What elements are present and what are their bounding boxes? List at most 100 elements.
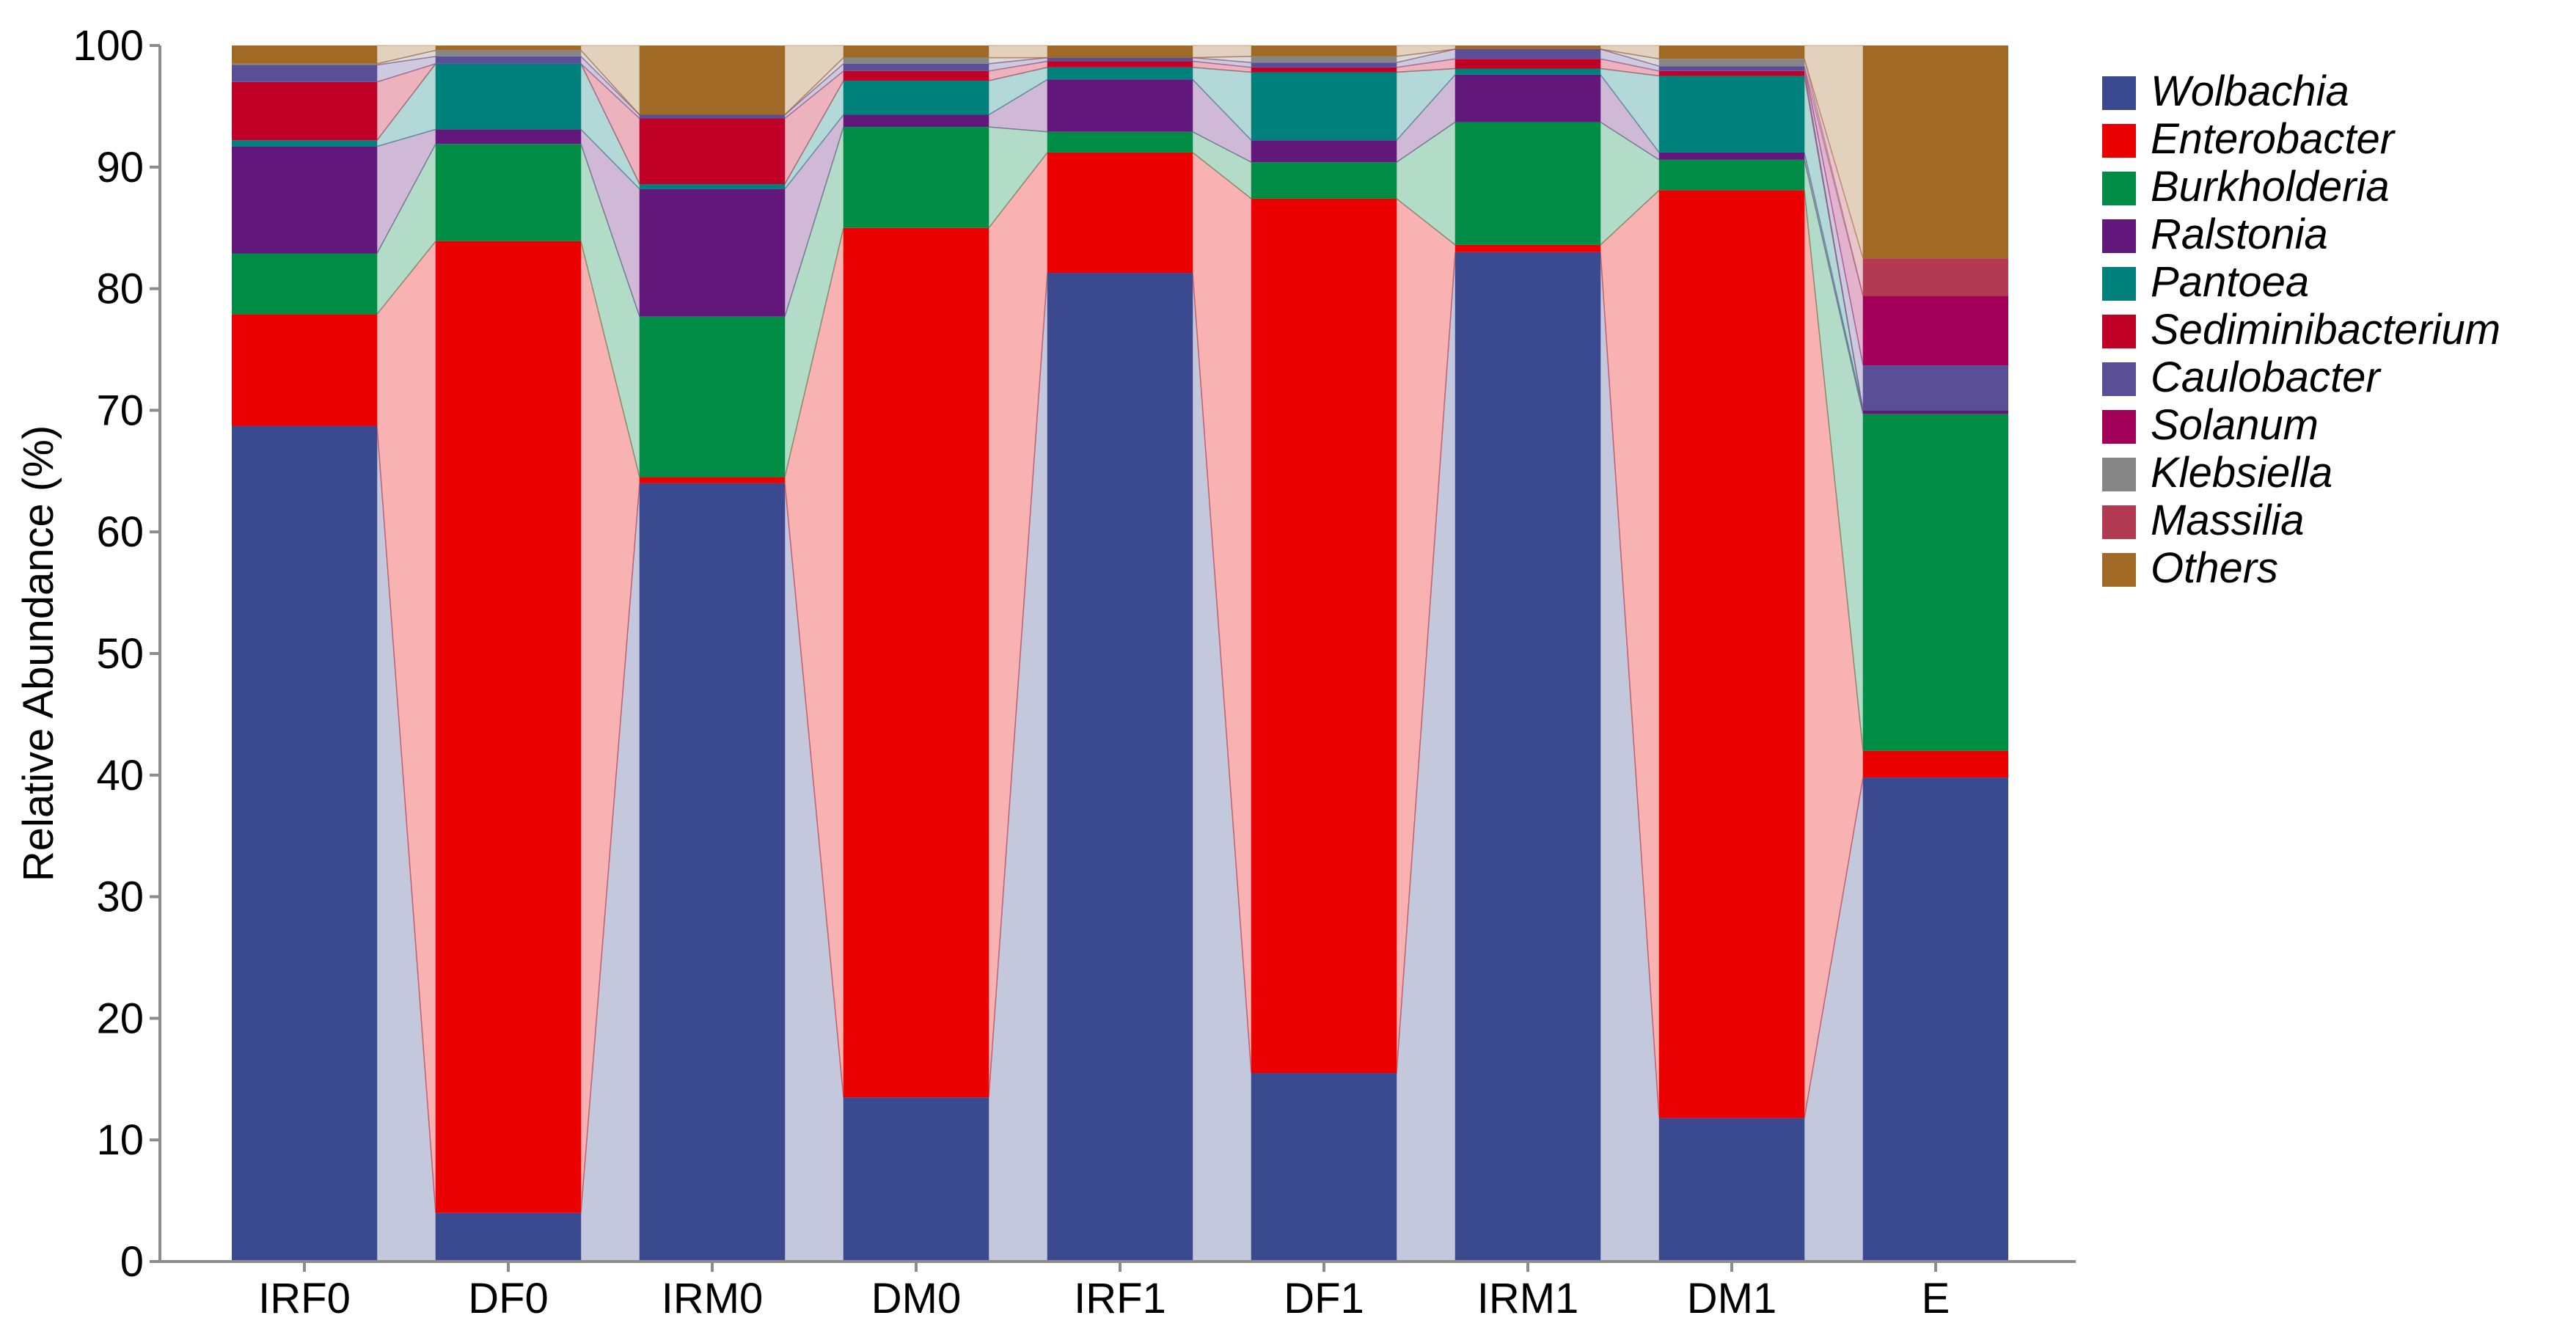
legend-swatch-pantoea (2102, 267, 2136, 301)
legend-swatch-massilia (2102, 505, 2136, 539)
x-ticks: IRF0 DF0 IRM0 DM0 IRF1 DF1 IRM1 DM1 E (258, 1262, 1950, 1322)
bar-dm1-enterobacter (1659, 190, 1804, 1119)
bar-irf0-pantoea (232, 140, 377, 147)
bar-df1-ralstonia (1251, 140, 1397, 163)
legend-swatch-others (2102, 553, 2136, 587)
bar-irm0-others (640, 45, 785, 115)
bar-dm0-wolbachia (844, 1097, 989, 1262)
connector-ribbons (376, 45, 1864, 1262)
x-tick-label-dm1: DM1 (1687, 1275, 1777, 1322)
bar-dm1-others (1659, 45, 1804, 59)
bar-irm1-ralstonia (1455, 74, 1600, 122)
y-tick-label-0: 0 (120, 1238, 144, 1286)
bar-dm1-pantoea (1659, 76, 1804, 153)
bar-irf1-sediminibacterium (1047, 61, 1193, 67)
legend-swatch-solanum (2102, 410, 2136, 444)
bar-dm1-burkholderia (1659, 159, 1804, 191)
bar-dm0-pantoea (844, 81, 989, 115)
x-tick-label-irm0: IRM0 (662, 1275, 764, 1322)
bar-irm1-others (1455, 45, 1600, 49)
bar-e-enterobacter (1863, 750, 2008, 778)
bar-irf0-others (232, 45, 377, 64)
y-ticks: 0 10 20 30 40 50 60 70 80 90 100 (73, 22, 160, 1286)
bar-irm1-caulobacter (1455, 48, 1600, 59)
y-tick-label-30: 30 (96, 874, 144, 921)
bar-e-burkholderia (1863, 414, 2008, 751)
x-tick-label-df1: DF1 (1284, 1275, 1364, 1322)
bar-dm0-klebsiella (844, 57, 989, 64)
x-tick-label-irf1: IRF1 (1074, 1275, 1166, 1322)
legend-swatch-klebsiella (2102, 458, 2136, 491)
bar-irf1-enterobacter (1047, 152, 1193, 274)
legend-label-wolbachia: Wolbachia (2151, 67, 2349, 115)
bar-df1-caulobacter (1251, 62, 1397, 67)
bar-df1-pantoea (1251, 72, 1397, 141)
bar-df1-burkholderia (1251, 162, 1397, 199)
bar-irf1-others (1047, 45, 1193, 58)
bar-irf0-caulobacter (232, 65, 377, 82)
bar-e-caulobacter (1863, 365, 2008, 411)
legend-label-pantoea: Pantoea (2151, 258, 2309, 306)
bar-irf0-wolbachia (232, 425, 377, 1262)
y-tick-label-40: 40 (96, 752, 144, 799)
legend-label-others: Others (2151, 544, 2278, 592)
bar-df1-others (1251, 45, 1397, 56)
bar-irm0-wolbachia (640, 483, 785, 1262)
legend-label-caulobacter: Caulobacter (2151, 354, 2382, 401)
legend-swatch-ralstonia (2102, 219, 2136, 253)
bar-dm1-wolbachia (1659, 1118, 1804, 1262)
bar-irm1-enterobacter (1455, 244, 1600, 252)
bar-df1-klebsiella (1251, 56, 1397, 63)
bar-irm0-burkholderia (640, 316, 785, 477)
y-tick-label-80: 80 (96, 266, 144, 313)
bar-dm0-burkholderia (844, 127, 989, 228)
bar-df1-wolbachia (1251, 1073, 1397, 1262)
bar-df0-others (436, 45, 581, 51)
bar-irm0-sediminibacterium (640, 118, 785, 185)
bar-dm0-sediminibacterium (844, 70, 989, 81)
y-tick-label-70: 70 (96, 387, 144, 434)
legend-swatch-wolbachia (2102, 76, 2136, 110)
legend-swatch-enterobacter (2102, 124, 2136, 158)
bar-irm0-ralstonia (640, 188, 785, 317)
bar-df0-ralstonia (436, 129, 581, 144)
bar-df1-sediminibacterium (1251, 67, 1397, 73)
legend-swatch-burkholderia (2102, 172, 2136, 205)
bar-df0-pantoea (436, 63, 581, 130)
bar-e-massilia (1863, 258, 2008, 296)
legend-swatch-sediminibacterium (2102, 315, 2136, 348)
y-tick-label-60: 60 (96, 508, 144, 556)
bar-df0-wolbachia (436, 1212, 581, 1262)
bar-dm1-klebsiella (1659, 59, 1804, 67)
bar-dm0-ralstonia (844, 114, 989, 128)
legend-label-massilia: Massilia (2151, 497, 2305, 544)
bar-irf0-ralstonia (232, 146, 377, 254)
legend-label-sediminibacterium: Sediminibacterium (2151, 306, 2500, 354)
y-tick-label-10: 10 (96, 1116, 144, 1164)
bar-irf0-sediminibacterium (232, 81, 377, 141)
legend-label-ralstonia: Ralstonia (2151, 210, 2328, 258)
y-tick-label-90: 90 (96, 144, 144, 191)
bar-irf1-ralstonia (1047, 79, 1193, 132)
ribbon-others-dm0-irf1 (988, 45, 1048, 59)
y-tick-label-100: 100 (73, 22, 144, 70)
bar-dm1-sediminibacterium (1659, 70, 1804, 76)
bar-irm0-caulobacter (640, 114, 785, 119)
bar-dm0-others (844, 45, 989, 58)
bar-df1-enterobacter (1251, 198, 1397, 1074)
bar-irf0-enterobacter (232, 314, 377, 426)
bar-df0-caulobacter (436, 56, 581, 64)
bar-df0-klebsiella (436, 50, 581, 56)
legend-swatch-caulobacter (2102, 362, 2136, 396)
x-tick-label-dm0: DM0 (871, 1275, 961, 1322)
bar-e-wolbachia (1863, 777, 2008, 1262)
legend-label-enterobacter: Enterobacter (2151, 115, 2396, 163)
y-tick-label-20: 20 (96, 995, 144, 1042)
bar-irf1-wolbachia (1047, 273, 1193, 1262)
x-tick-label-irf0: IRF0 (258, 1275, 351, 1322)
bar-df0-burkholderia (436, 144, 581, 241)
bar-irm1-wolbachia (1455, 252, 1600, 1262)
bar-irf1-caulobacter (1047, 57, 1193, 62)
bar-dm1-ralstonia (1659, 152, 1804, 160)
